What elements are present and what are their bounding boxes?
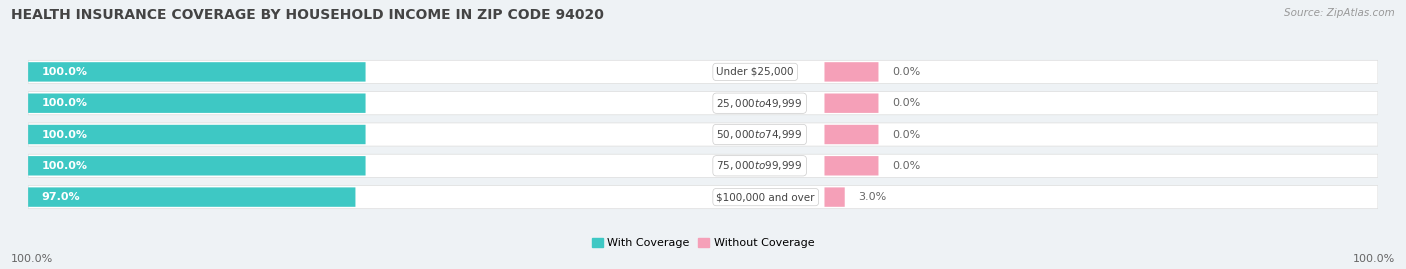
Text: 0.0%: 0.0% bbox=[891, 161, 920, 171]
Legend: With Coverage, Without Coverage: With Coverage, Without Coverage bbox=[588, 234, 818, 253]
FancyBboxPatch shape bbox=[824, 187, 845, 207]
FancyBboxPatch shape bbox=[28, 186, 1378, 209]
Text: $25,000 to $49,999: $25,000 to $49,999 bbox=[717, 97, 803, 110]
Text: 0.0%: 0.0% bbox=[891, 129, 920, 140]
Text: $50,000 to $74,999: $50,000 to $74,999 bbox=[717, 128, 803, 141]
Text: HEALTH INSURANCE COVERAGE BY HOUSEHOLD INCOME IN ZIP CODE 94020: HEALTH INSURANCE COVERAGE BY HOUSEHOLD I… bbox=[11, 8, 605, 22]
Text: 0.0%: 0.0% bbox=[891, 98, 920, 108]
Text: 100.0%: 100.0% bbox=[42, 98, 87, 108]
Text: 100.0%: 100.0% bbox=[42, 67, 87, 77]
FancyBboxPatch shape bbox=[28, 62, 366, 82]
Text: 100.0%: 100.0% bbox=[42, 161, 87, 171]
FancyBboxPatch shape bbox=[28, 156, 366, 175]
FancyBboxPatch shape bbox=[28, 92, 1378, 115]
Text: Under $25,000: Under $25,000 bbox=[717, 67, 794, 77]
FancyBboxPatch shape bbox=[28, 94, 366, 113]
FancyBboxPatch shape bbox=[28, 123, 1378, 146]
Text: 100.0%: 100.0% bbox=[11, 254, 53, 264]
Text: $100,000 and over: $100,000 and over bbox=[717, 192, 815, 202]
Text: 100.0%: 100.0% bbox=[42, 129, 87, 140]
Text: 97.0%: 97.0% bbox=[42, 192, 80, 202]
Text: 3.0%: 3.0% bbox=[858, 192, 886, 202]
FancyBboxPatch shape bbox=[824, 94, 879, 113]
FancyBboxPatch shape bbox=[28, 60, 1378, 83]
FancyBboxPatch shape bbox=[824, 156, 879, 175]
Text: 100.0%: 100.0% bbox=[1353, 254, 1395, 264]
Text: 0.0%: 0.0% bbox=[891, 67, 920, 77]
Text: Source: ZipAtlas.com: Source: ZipAtlas.com bbox=[1284, 8, 1395, 18]
FancyBboxPatch shape bbox=[28, 154, 1378, 177]
Text: $75,000 to $99,999: $75,000 to $99,999 bbox=[717, 159, 803, 172]
FancyBboxPatch shape bbox=[28, 187, 356, 207]
FancyBboxPatch shape bbox=[824, 62, 879, 82]
FancyBboxPatch shape bbox=[28, 125, 366, 144]
FancyBboxPatch shape bbox=[824, 125, 879, 144]
